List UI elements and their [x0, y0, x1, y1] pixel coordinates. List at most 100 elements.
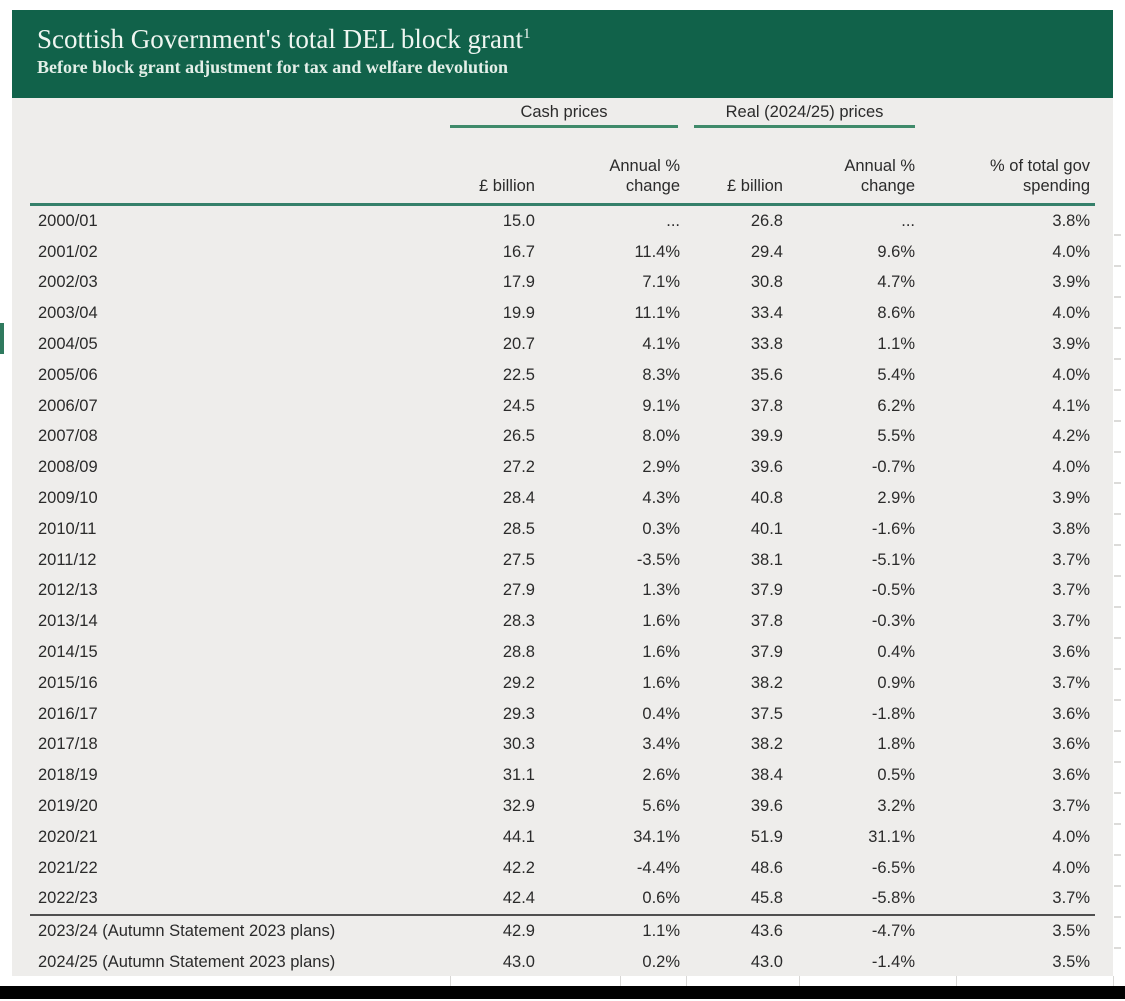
column-header-row: £ billion Annual % change £ billion Annu…	[30, 133, 1095, 206]
table-row: 2007/08 26.5 8.0% 39.9 5.5% 4.2%	[30, 422, 1095, 453]
row-year-label: 2007/08	[38, 427, 98, 446]
row-value-cell: 33.4	[750, 304, 783, 323]
del-block-grant-table: Cash prices Real (2024/25) prices £ bill…	[30, 100, 1095, 978]
row-value-cell: 43.6	[680, 914, 783, 948]
row-value-cell: 39.6	[750, 458, 783, 477]
column-group-row: Cash prices Real (2024/25) prices	[30, 100, 1095, 133]
row-value-cell: 0.5%	[877, 766, 915, 785]
row-year-label: 2000/01	[38, 211, 98, 230]
row-value-cell: 8.6%	[877, 304, 915, 323]
row-value-cell: 3.7%	[1052, 797, 1090, 816]
row-value-cell: 3.7%	[1052, 581, 1090, 600]
table-row: 2022/23 42.4 0.6% 45.8 -5.8% 3.7%	[30, 884, 1095, 916]
table-row: 2024/25 (Autumn Statement 2023 plans) 43.…	[30, 947, 1095, 978]
group-header-cash-label: Cash prices	[450, 103, 678, 128]
cash-billion-header: £ billion	[405, 133, 535, 206]
row-value-cell: 4.3%	[642, 489, 680, 508]
row-value-cell: 3.8%	[1052, 211, 1090, 230]
row-value-cell: -6.5%	[871, 858, 915, 877]
row-value-cell: 19.9	[502, 304, 535, 323]
row-value-cell: 37.5	[750, 704, 783, 723]
row-value-cell: 29.4	[750, 242, 783, 261]
row-value-cell: 17.9	[502, 273, 535, 292]
row-value-cell: 3.5%	[1052, 953, 1090, 972]
gridline-stub	[450, 976, 451, 986]
row-value-cell: 1.6%	[642, 643, 680, 662]
row-value-cell: 37.9	[750, 581, 783, 600]
row-value-cell: -3.5%	[636, 550, 680, 569]
row-year-label: 2024/25 (Autumn Statement 2023 plans)	[38, 953, 336, 972]
row-value-cell: 4.0%	[1052, 858, 1090, 877]
row-value-cell: 40.8	[750, 489, 783, 508]
table-row: 2016/17 29.3 0.4% 37.5 -1.8% 3.6%	[30, 699, 1095, 730]
row-value-cell: 1.6%	[642, 612, 680, 631]
row-value-cell: 9.6%	[877, 242, 915, 261]
row-value-cell: 38.4	[750, 766, 783, 785]
row-value-cell: 6.2%	[877, 396, 915, 415]
row-value-cell: 27.9	[502, 581, 535, 600]
row-value-cell: 4.0%	[1052, 304, 1090, 323]
row-value-cell: 28.5	[502, 519, 535, 538]
row-value-cell: 1.3%	[642, 581, 680, 600]
table-row: 2002/03 17.9 7.1% 30.8 4.7% 3.9%	[30, 268, 1095, 299]
row-value-cell: 11.1%	[634, 304, 680, 323]
row-year-label: 2017/18	[38, 735, 98, 754]
table-row: 2013/14 28.3 1.6% 37.8 -0.3% 3.7%	[30, 606, 1095, 637]
row-value-cell: 3.7%	[1052, 550, 1090, 569]
row-value-cell: ...	[901, 211, 915, 230]
table-row: 2014/15 28.8 1.6% 37.9 0.4% 3.6%	[30, 637, 1095, 668]
row-year-label: 2023/24 (Autumn Statement 2023 plans)	[30, 914, 405, 948]
group-header-cash: Cash prices	[405, 100, 680, 133]
row-year-label: 2012/13	[38, 581, 98, 600]
row-value-cell: 37.8	[750, 612, 783, 631]
row-value-cell: 42.9	[405, 914, 535, 948]
row-value-cell: 3.4%	[642, 735, 680, 754]
row-value-cell: 3.7%	[1052, 889, 1090, 908]
row-value-cell: 38.1	[750, 550, 783, 569]
table-row: 2006/07 24.5 9.1% 37.8 6.2% 4.1%	[30, 391, 1095, 422]
row-value-cell: 15.0	[502, 211, 535, 230]
row-value-cell: 26.8	[750, 211, 783, 230]
row-year-label: 2011/12	[38, 550, 97, 569]
row-value-cell: ...	[666, 211, 680, 230]
row-value-cell: 40.1	[750, 519, 783, 538]
row-year-label: 2020/21	[38, 827, 98, 846]
row-value-cell: 4.1%	[642, 335, 680, 354]
gridline-stub	[1113, 976, 1114, 986]
table-row: 2003/04 19.9 11.1% 33.4 8.6% 4.0%	[30, 298, 1095, 329]
row-value-cell: 29.2	[502, 673, 535, 692]
row-value-cell: 26.5	[502, 427, 535, 446]
row-value-cell: 1.1%	[877, 335, 915, 354]
row-year-label: 2004/05	[38, 335, 98, 354]
table-header: Cash prices Real (2024/25) prices £ bill…	[30, 100, 1095, 206]
row-year-label: 2002/03	[38, 273, 98, 292]
row-value-cell: 3.6%	[1052, 735, 1090, 754]
row-value-cell: -4.7%	[783, 914, 915, 948]
table-row: 2005/06 22.5 8.3% 35.6 5.4% 4.0%	[30, 360, 1095, 391]
group-header-real-label: Real (2024/25) prices	[694, 103, 915, 128]
table-body: 2000/01 15.0... 26.8... 3.8% 2001/02 16.7 11.4…	[30, 205, 1095, 978]
row-value-cell: 9.1%	[642, 396, 680, 415]
row-value-cell: 16.7	[502, 242, 535, 261]
row-value-cell: 3.2%	[877, 797, 915, 816]
row-year-label: 2005/06	[38, 365, 98, 384]
row-value-cell: 38.2	[750, 735, 783, 754]
row-value-cell: 28.8	[502, 643, 535, 662]
table-row: 2008/09 27.2 2.9% 39.6 -0.7% 4.0%	[30, 452, 1095, 483]
table-row: 2020/21 44.1 34.1% 51.9 31.1% 4.0%	[30, 822, 1095, 853]
row-value-cell: 51.9	[750, 827, 783, 846]
row-value-cell: 4.0%	[1052, 365, 1090, 384]
row-value-cell: -0.5%	[871, 581, 915, 600]
gridline-stub	[956, 976, 957, 986]
table-row: 2019/20 32.9 5.6% 39.6 3.2% 3.7%	[30, 791, 1095, 822]
row-value-cell: 1.1%	[535, 914, 680, 948]
row-value-cell: 27.5	[502, 550, 535, 569]
cash-change-header: Annual % change	[535, 133, 680, 206]
row-value-cell: 34.1%	[633, 827, 680, 846]
table-row: 2017/18 30.3 3.4% 38.2 1.8% 3.6%	[30, 730, 1095, 761]
real-change-header: Annual % change	[783, 133, 915, 206]
row-value-cell: 37.8	[750, 396, 783, 415]
row-year-label: 2015/16	[38, 673, 98, 692]
row-value-cell: 30.8	[750, 273, 783, 292]
row-value-cell: 33.8	[750, 335, 783, 354]
